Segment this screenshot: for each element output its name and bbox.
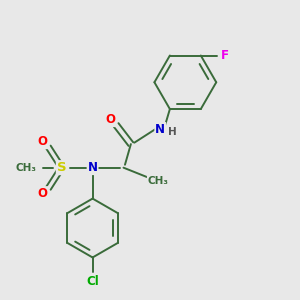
Text: O: O [38, 187, 47, 200]
Text: N: N [88, 161, 98, 174]
Text: CH₃: CH₃ [148, 176, 169, 186]
Text: H: H [168, 127, 177, 137]
Text: O: O [106, 113, 116, 126]
Text: N: N [155, 123, 165, 136]
Text: S: S [57, 161, 67, 174]
Text: Cl: Cl [86, 275, 99, 288]
Text: F: F [221, 49, 229, 62]
Text: O: O [38, 135, 47, 148]
Text: CH₃: CH₃ [16, 163, 37, 173]
